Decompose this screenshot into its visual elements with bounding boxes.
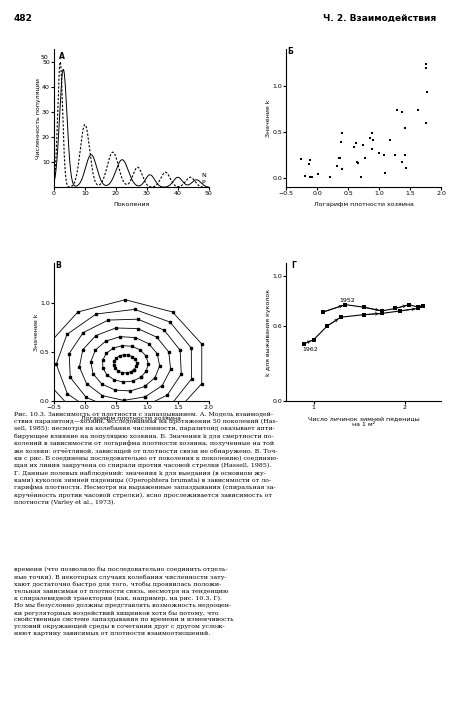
Point bbox=[386, 134, 393, 146]
X-axis label: Поколения: Поколения bbox=[113, 202, 149, 207]
Point bbox=[297, 153, 304, 165]
Point bbox=[398, 106, 405, 118]
Point bbox=[338, 136, 345, 147]
Point bbox=[376, 147, 383, 158]
Point bbox=[339, 163, 346, 175]
Point bbox=[352, 137, 360, 149]
Point bbox=[338, 127, 346, 139]
Point bbox=[335, 152, 342, 163]
Point bbox=[422, 62, 429, 73]
Text: Рис. 10.3. Зависимость от плотности с запаздыванием. А. Модель взаимодей-
ствия : Рис. 10.3. Зависимость от плотности с за… bbox=[14, 412, 278, 505]
Point bbox=[360, 139, 367, 151]
Text: 1962: 1962 bbox=[302, 347, 318, 352]
Point bbox=[366, 132, 373, 144]
Point bbox=[423, 58, 430, 70]
Point bbox=[391, 149, 398, 161]
Text: Ч. 2. Взаимодействия: Ч. 2. Взаимодействия bbox=[323, 14, 436, 23]
Point bbox=[315, 169, 322, 180]
Text: А: А bbox=[58, 52, 64, 61]
Text: времени (что позволило бы последовательно соединить отдель-
ные точки). В некото: времени (что позволило бы последовательн… bbox=[14, 567, 233, 636]
Text: Б: Б bbox=[288, 47, 293, 56]
Point bbox=[369, 134, 377, 146]
Point bbox=[350, 141, 357, 152]
Point bbox=[327, 171, 334, 182]
Text: 482: 482 bbox=[14, 14, 32, 23]
Point bbox=[358, 171, 365, 182]
Text: 1952: 1952 bbox=[339, 298, 355, 303]
Point bbox=[380, 149, 387, 161]
Text: 50: 50 bbox=[40, 56, 48, 61]
Point bbox=[308, 172, 315, 183]
Point bbox=[414, 104, 422, 115]
Point bbox=[382, 167, 389, 178]
Point bbox=[401, 122, 408, 134]
Point bbox=[355, 157, 362, 168]
Point bbox=[369, 127, 376, 138]
Text: Г: Г bbox=[291, 261, 296, 270]
Y-axis label: Значение k: Значение k bbox=[266, 99, 271, 137]
X-axis label: Логарифм плотности хозяина: Логарифм плотности хозяина bbox=[314, 202, 414, 207]
Point bbox=[398, 156, 405, 168]
Point bbox=[401, 149, 409, 161]
Point bbox=[306, 172, 314, 183]
Point bbox=[354, 156, 361, 168]
Y-axis label: k для выживания куколок: k для выживания куколок bbox=[266, 289, 271, 376]
Point bbox=[402, 163, 410, 174]
X-axis label: Логарифм плотности хозяина: Логарифм плотности хозяина bbox=[81, 416, 181, 421]
Point bbox=[369, 144, 376, 155]
X-axis label: Число личинок зимней пяденицы
на 1 м²: Число личинок зимней пяденицы на 1 м² bbox=[308, 416, 419, 427]
Text: P: P bbox=[201, 180, 205, 184]
Point bbox=[305, 158, 312, 170]
Y-axis label: Численность популяции: Численность популяции bbox=[36, 78, 40, 158]
Point bbox=[302, 170, 309, 182]
Y-axis label: Значение k: Значение k bbox=[34, 313, 39, 351]
Point bbox=[362, 152, 369, 163]
Point bbox=[333, 160, 341, 171]
Point bbox=[423, 86, 430, 97]
Text: В: В bbox=[55, 261, 61, 270]
Point bbox=[393, 104, 400, 115]
Point bbox=[423, 117, 430, 128]
Point bbox=[306, 155, 314, 166]
Point bbox=[336, 152, 343, 163]
Text: N: N bbox=[201, 173, 206, 178]
